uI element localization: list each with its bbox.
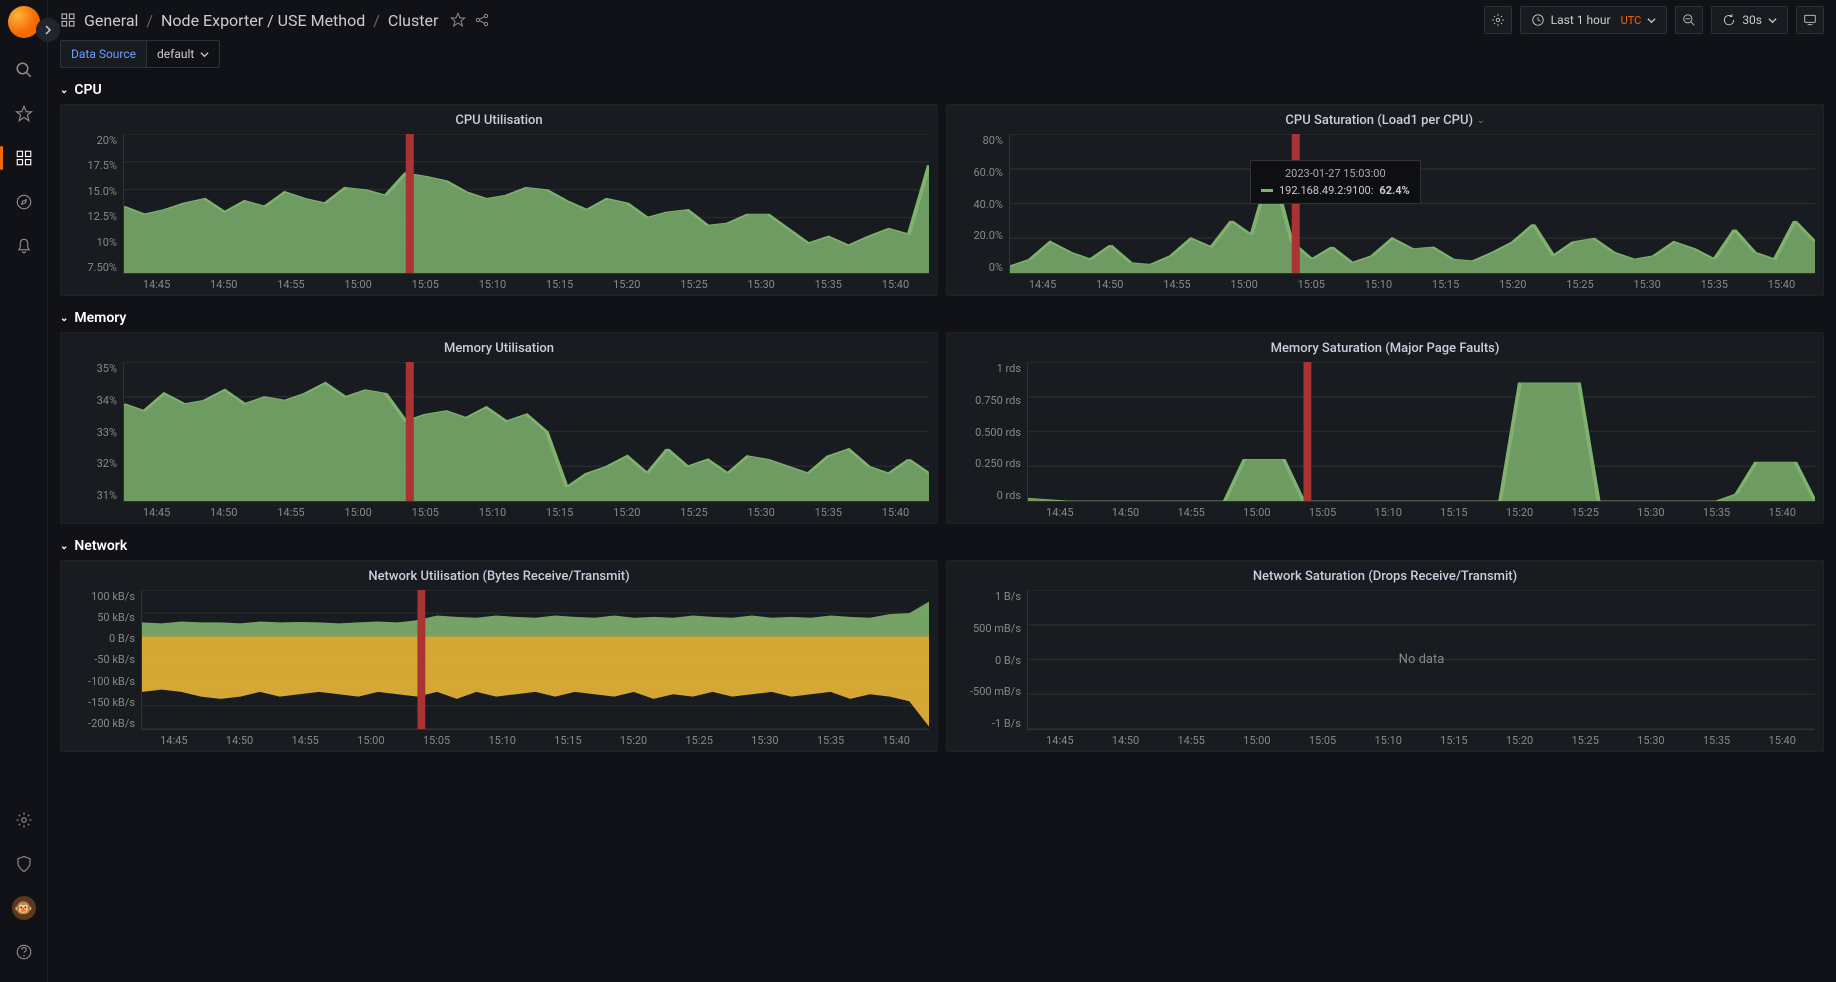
sidebar: 🐵 <box>0 0 48 982</box>
nav-help[interactable] <box>4 932 44 972</box>
row-memory[interactable]: ⌄ Memory <box>60 304 1824 332</box>
refresh-icon <box>1722 13 1736 27</box>
gear-icon <box>15 811 33 829</box>
x-axis: 14:4514:5014:5515:0015:0515:1015:1515:20… <box>61 730 937 747</box>
row-network[interactable]: ⌄ Network <box>60 532 1824 560</box>
panel-network-utilisation[interactable]: Network Utilisation (Bytes Receive/Trans… <box>60 560 938 752</box>
chevron-down-icon <box>1647 16 1656 25</box>
bell-icon <box>15 237 33 255</box>
chart-plot[interactable]: No data <box>1027 590 1815 730</box>
time-range-button[interactable]: Last 1 hour UTC <box>1520 6 1668 34</box>
variable-bar: Data Source default <box>48 40 1836 76</box>
chart-plot[interactable] <box>123 362 929 502</box>
chevron-down-icon: ⌄ <box>60 541 68 552</box>
row-title: Memory <box>74 310 126 326</box>
row-title: Network <box>74 538 127 554</box>
row-cpu[interactable]: ⌄ CPU <box>60 76 1824 104</box>
breadcrumb-mid[interactable]: Node Exporter / USE Method <box>161 11 365 30</box>
compass-icon <box>15 193 33 211</box>
y-axis: 80%60.0%40.0%20.0%0% <box>955 134 1009 274</box>
breadcrumbs: General / Node Exporter / USE Method / C… <box>60 11 1476 30</box>
chevron-down-icon[interactable]: ⌄ <box>1477 116 1485 126</box>
breadcrumb-root[interactable]: General <box>84 11 138 30</box>
y-axis: 35%34%33%32%31% <box>69 362 123 502</box>
panel-cpu-saturation[interactable]: CPU Saturation (Load1 per CPU) ⌄ 80%60.0… <box>946 104 1824 296</box>
sidebar-expand-button[interactable] <box>36 18 60 42</box>
chevron-down-icon: ⌄ <box>60 313 68 324</box>
chevron-down-icon <box>200 50 209 59</box>
timezone-badge: UTC <box>1621 14 1642 27</box>
clock-icon <box>1531 13 1545 27</box>
row-title: CPU <box>74 82 101 98</box>
x-axis: 14:4514:5014:5515:0015:0515:1015:1515:20… <box>61 274 937 291</box>
topbar: General / Node Exporter / USE Method / C… <box>48 0 1836 40</box>
chart-tooltip: 2023-01-27 15:03:00 192.168.49.2:9100: 6… <box>1250 160 1421 204</box>
variable-datasource: Data Source default <box>60 40 220 68</box>
avatar-icon: 🐵 <box>12 896 36 920</box>
zoom-out-icon <box>1682 13 1696 27</box>
monitor-icon <box>1803 13 1817 27</box>
chart-plot[interactable]: 2023-01-27 15:03:00 192.168.49.2:9100: 6… <box>1009 134 1815 274</box>
star-icon <box>15 105 33 123</box>
x-axis: 14:4514:5014:5515:0015:0515:1015:1515:20… <box>947 274 1823 291</box>
dashboard-icon <box>60 12 76 28</box>
y-axis: 1 B/s500 mB/s0 B/s-500 mB/s-1 B/s <box>955 590 1027 730</box>
x-axis: 14:4514:5014:5515:0015:0515:1015:1515:20… <box>947 730 1823 747</box>
search-icon <box>15 61 33 79</box>
nav-explore[interactable] <box>4 182 44 222</box>
chevron-down-icon <box>1768 16 1777 25</box>
tooltip-swatch <box>1261 189 1273 192</box>
help-icon <box>15 943 33 961</box>
chart-plot[interactable] <box>141 590 929 730</box>
panel-memory-saturation[interactable]: Memory Saturation (Major Page Faults) 1 … <box>946 332 1824 524</box>
variable-label: Data Source <box>61 41 147 67</box>
x-axis: 14:4514:5014:5515:0015:0515:1015:1515:20… <box>61 502 937 519</box>
panel-network-saturation[interactable]: Network Saturation (Drops Receive/Transm… <box>946 560 1824 752</box>
dashboard-icon <box>15 149 33 167</box>
tooltip-value: 62.4% <box>1379 184 1409 197</box>
star-icon[interactable] <box>450 12 466 28</box>
zoom-out-button[interactable] <box>1675 6 1703 34</box>
refresh-interval-label: 30s <box>1742 13 1762 27</box>
panel-memory-utilisation[interactable]: Memory Utilisation 35%34%33%32%31% 14:45… <box>60 332 938 524</box>
grafana-logo[interactable] <box>8 6 40 38</box>
gear-icon <box>1491 13 1505 27</box>
chart-plot[interactable] <box>123 134 929 274</box>
nav-dashboards[interactable] <box>4 138 44 178</box>
time-range-label: Last 1 hour <box>1551 13 1611 27</box>
y-axis: 20%17.5%15.0%12.5%10%7.50% <box>69 134 123 274</box>
nodata-label: No data <box>1028 590 1815 729</box>
tooltip-time: 2023-01-27 15:03:00 <box>1261 167 1410 180</box>
breadcrumb-leaf: Cluster <box>388 11 439 30</box>
tooltip-series: 192.168.49.2:9100: <box>1279 184 1373 197</box>
shield-icon <box>15 855 33 873</box>
y-axis: 1 rds0.750 rds0.500 rds0.250 rds0 rds <box>955 362 1027 502</box>
share-icon[interactable] <box>474 12 490 28</box>
nav-configuration[interactable] <box>4 800 44 840</box>
nav-search[interactable] <box>4 50 44 90</box>
refresh-button[interactable]: 30s <box>1711 6 1788 34</box>
settings-button[interactable] <box>1484 6 1512 34</box>
nav-profile[interactable]: 🐵 <box>4 888 44 928</box>
variable-value[interactable]: default <box>147 41 219 67</box>
chevron-down-icon: ⌄ <box>60 85 68 96</box>
nav-alerting[interactable] <box>4 226 44 266</box>
kiosk-button[interactable] <box>1796 6 1824 34</box>
chevron-right-icon <box>43 25 53 35</box>
x-axis: 14:4514:5014:5515:0015:0515:1015:1515:20… <box>947 502 1823 519</box>
chart-plot[interactable] <box>1027 362 1815 502</box>
y-axis: 100 kB/s50 kB/s0 B/s-50 kB/s-100 kB/s-15… <box>69 590 141 730</box>
panel-cpu-utilisation[interactable]: CPU Utilisation 20%17.5%15.0%12.5%10%7.5… <box>60 104 938 296</box>
dashboard-content: ⌄ CPU CPU Utilisation 20%17.5%15.0%12.5%… <box>48 76 1836 982</box>
nav-admin[interactable] <box>4 844 44 884</box>
nav-starred[interactable] <box>4 94 44 134</box>
